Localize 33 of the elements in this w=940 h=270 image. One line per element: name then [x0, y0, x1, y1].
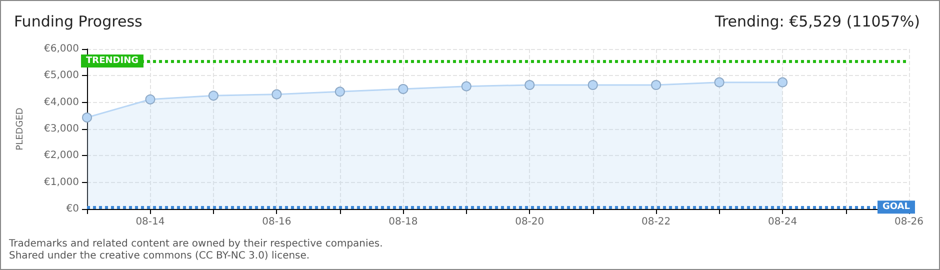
x-tick-label: 08-22 — [642, 216, 671, 228]
y-tick-label: €5,000 — [44, 70, 79, 82]
point — [461, 81, 472, 92]
y-tick-label: €0 — [66, 204, 79, 214]
x-tick-label: 08-16 — [262, 216, 292, 228]
point — [714, 77, 724, 88]
x-tick-label: 08-20 — [515, 216, 544, 228]
point — [398, 84, 408, 94]
point — [778, 77, 788, 88]
point — [272, 89, 282, 100]
chart-subtitle: Trending: €5,529 (11057%) — [714, 12, 920, 30]
y-tick-label: €4,000 — [44, 96, 79, 108]
point — [208, 90, 218, 101]
y-tick-label: €6,000 — [44, 44, 79, 54]
y-tick-label: €3,000 — [44, 124, 79, 134]
ref-line-label: GOAL — [882, 202, 910, 212]
ref-line-label: TRENDING — [86, 56, 138, 66]
point — [334, 86, 345, 97]
point — [145, 94, 156, 104]
point — [651, 80, 662, 90]
y-axis-title: PLEDGED — [16, 108, 26, 150]
point — [588, 80, 598, 90]
x-tick-label: 08-24 — [768, 216, 798, 228]
chart-title: Funding Progress — [14, 12, 143, 30]
point — [524, 80, 535, 90]
y-tick-label: €2,000 — [44, 150, 79, 162]
text: Trademarks and related content are owned by their respective companies. — [8, 238, 383, 250]
x-tick-label: 08-18 — [388, 216, 418, 228]
x-tick-label: 08-26 — [894, 216, 924, 228]
text: Shared under the creative commons (CC BY-NC 3.0) license. — [9, 250, 310, 262]
point — [82, 112, 92, 123]
x-tick-label: 08-14 — [136, 216, 165, 228]
y-tick-label: €1,000 — [44, 176, 79, 188]
